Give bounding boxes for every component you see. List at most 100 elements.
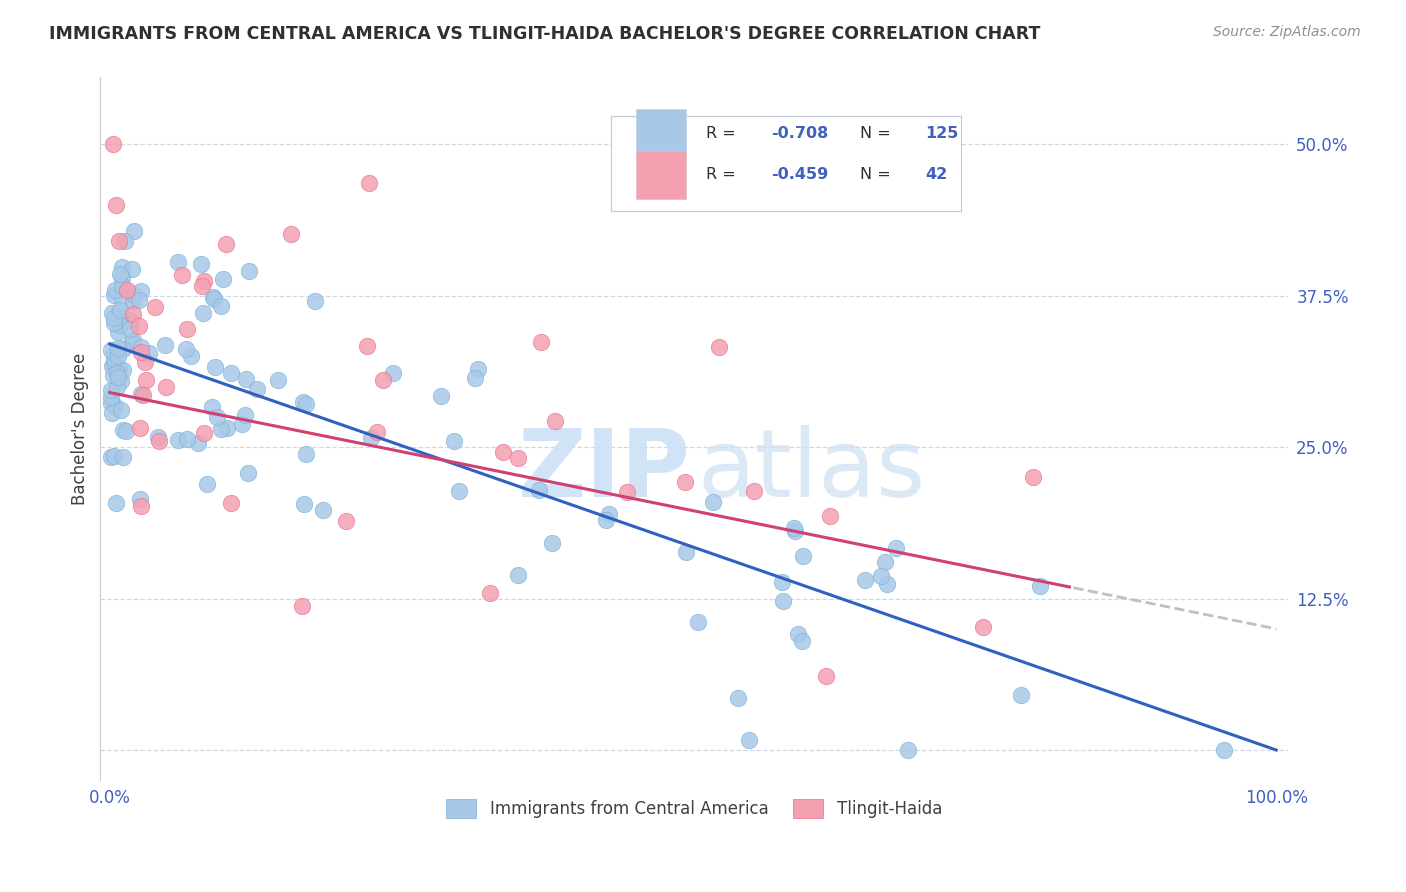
Point <box>360 432 382 446</box>
Point <box>209 422 232 436</box>
Point <box>193 275 215 289</box>
Point <box>110 402 132 417</box>
Point <box>100 383 122 397</box>
Point <box>236 467 259 481</box>
Point <box>786 627 808 641</box>
Point <box>100 391 122 405</box>
Point <box>479 586 502 600</box>
Point <box>238 264 260 278</box>
Point <box>291 599 314 613</box>
Point <box>111 270 134 285</box>
Point <box>170 268 193 282</box>
Legend: Immigrants from Central America, Tlingit-Haida: Immigrants from Central America, Tlingit… <box>440 792 949 825</box>
Point <box>111 311 134 326</box>
Text: R =: R = <box>706 167 741 182</box>
Point <box>146 430 169 444</box>
Point <box>742 483 765 498</box>
Point <box>111 260 134 275</box>
Point <box>443 434 465 449</box>
Point <box>128 492 150 507</box>
Point <box>176 432 198 446</box>
Text: N =: N = <box>860 167 896 182</box>
Point <box>187 436 209 450</box>
Point <box>118 313 141 327</box>
Point <box>783 524 806 539</box>
Point <box>1010 689 1032 703</box>
Point <box>215 236 238 251</box>
Point <box>897 743 920 757</box>
Point <box>115 425 138 439</box>
Text: -0.459: -0.459 <box>772 167 828 182</box>
Point <box>108 302 131 317</box>
Point <box>209 298 232 312</box>
Point <box>195 476 218 491</box>
Point <box>129 340 152 354</box>
Point <box>101 359 124 373</box>
Point <box>381 366 404 380</box>
Point <box>246 382 269 396</box>
Point <box>138 346 160 360</box>
Point <box>191 305 214 319</box>
Point <box>121 262 143 277</box>
Point <box>145 300 167 314</box>
Point <box>101 306 124 320</box>
Point <box>356 339 378 353</box>
Point <box>100 343 122 357</box>
Point <box>103 449 125 463</box>
Point <box>292 497 315 511</box>
Point <box>115 283 138 297</box>
Point <box>335 514 357 528</box>
Point <box>101 406 124 420</box>
Point <box>134 355 156 369</box>
Point <box>110 375 132 389</box>
Point <box>598 507 620 521</box>
Point <box>108 234 131 248</box>
Point <box>107 341 129 355</box>
Point <box>886 541 908 556</box>
Point <box>105 380 128 394</box>
Point <box>492 445 515 459</box>
Point <box>688 615 710 630</box>
Point <box>101 137 124 152</box>
Point <box>616 484 638 499</box>
Point <box>215 420 238 434</box>
Point <box>371 373 394 387</box>
Point <box>202 292 225 306</box>
Point <box>180 349 202 363</box>
Point <box>221 496 243 510</box>
Point <box>205 410 228 425</box>
Point <box>167 433 190 447</box>
Point <box>135 373 157 387</box>
Text: 42: 42 <box>925 167 948 182</box>
Point <box>1213 743 1236 757</box>
Point <box>104 365 127 379</box>
Point <box>211 272 233 286</box>
Point <box>366 425 388 439</box>
Point <box>231 417 253 432</box>
Point <box>103 347 125 361</box>
Point <box>104 399 127 413</box>
Point <box>153 338 176 352</box>
Point <box>176 322 198 336</box>
FancyBboxPatch shape <box>612 116 962 211</box>
Point <box>129 345 152 359</box>
Point <box>707 340 730 354</box>
FancyBboxPatch shape <box>636 151 686 199</box>
Point <box>110 318 132 333</box>
Point <box>105 367 128 381</box>
Point <box>112 423 135 437</box>
Point <box>190 256 212 270</box>
Point <box>702 494 724 508</box>
Point <box>111 291 134 305</box>
Point <box>304 294 326 309</box>
Point <box>104 197 127 211</box>
FancyBboxPatch shape <box>636 110 686 158</box>
Point <box>1029 579 1052 593</box>
Point <box>541 536 564 550</box>
Point <box>108 267 131 281</box>
Point <box>114 235 136 249</box>
Text: -0.708: -0.708 <box>772 126 828 141</box>
Point <box>166 255 188 269</box>
Point <box>429 389 451 403</box>
Point <box>506 567 529 582</box>
